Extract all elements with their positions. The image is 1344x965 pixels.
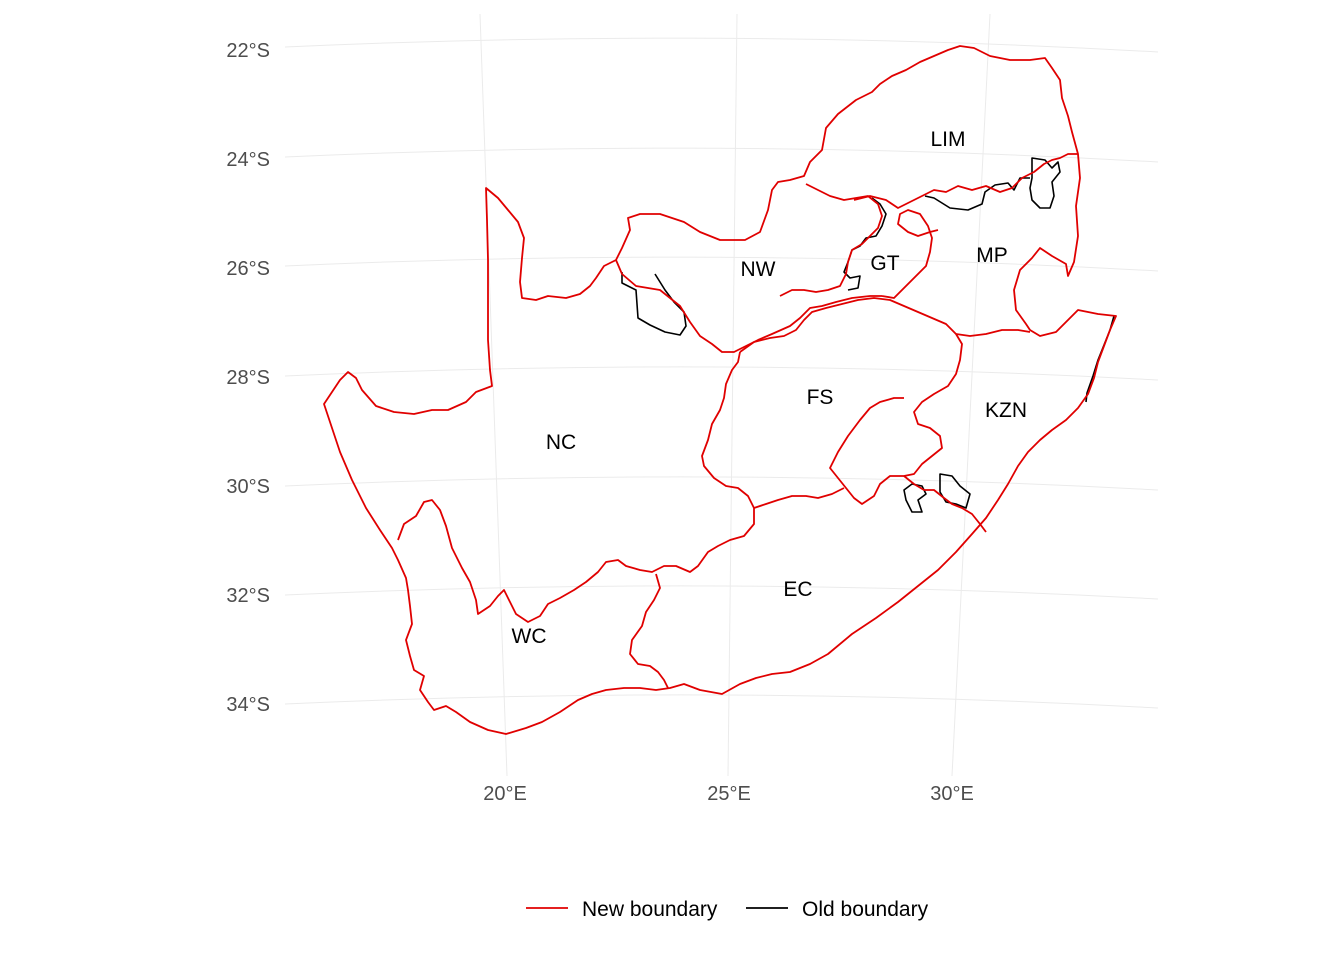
boundary-wc-ec (629, 573, 669, 689)
old-boundary-lim-mp (924, 177, 1030, 211)
lon-axis-labels: 20°E 25°E 30°E (483, 783, 974, 805)
boundary-nc-nw (615, 259, 882, 353)
legend: New boundary Old boundary (526, 898, 929, 921)
boundary-fs (739, 297, 963, 505)
region-label-nw: NW (741, 258, 776, 281)
boundary-kzn-ec (903, 475, 987, 533)
lat-axis-labels: 22°S 24°S 26°S 28°S 30°S 32°S 34°S (226, 40, 270, 716)
lat-tick-label: 34°S (226, 694, 270, 716)
legend-label-old: Old boundary (802, 898, 929, 921)
graticule (284, 13, 1159, 777)
lat-tick-label: 24°S (226, 149, 270, 171)
region-labels: LIM NW GT MP NC FS KZN EC WC (512, 128, 1028, 648)
boundary-lim-mp (853, 153, 1078, 209)
region-label-mp: MP (976, 244, 1008, 267)
gridline-lon-25 (727, 13, 738, 777)
old-boundaries (621, 157, 1115, 513)
gridline-lat-28 (284, 366, 1159, 381)
old-boundary-nw-nc (621, 272, 687, 336)
old-boundary-lim-mp-enclave (1029, 157, 1061, 209)
new-boundaries (323, 45, 1117, 735)
boundary-gt-mp (881, 209, 939, 299)
gridline-lat-26 (284, 256, 1159, 272)
boundary-nw-gt (779, 183, 883, 297)
region-label-ec: EC (783, 578, 812, 601)
boundary-nc-wc (397, 351, 755, 623)
gridline-lat-32 (284, 585, 1159, 600)
lat-tick-label: 26°S (226, 258, 270, 280)
gridline-lat-24 (284, 147, 1159, 163)
gridline-lon-20 (479, 13, 508, 777)
region-label-nc: NC (546, 431, 576, 454)
lon-tick-label: 25°E (707, 783, 751, 805)
country-outline (323, 45, 1117, 735)
gridline-lat-22 (284, 37, 1159, 53)
gridline-lat-30 (284, 476, 1159, 491)
gridline-lon-30 (951, 13, 991, 777)
region-label-wc: WC (512, 625, 547, 648)
legend-label-new: New boundary (582, 898, 718, 921)
region-label-gt: GT (870, 252, 899, 275)
lat-tick-label: 28°S (226, 367, 270, 389)
region-label-lim: LIM (930, 128, 965, 151)
lat-tick-label: 30°S (226, 476, 270, 498)
gridline-lat-34 (284, 694, 1159, 709)
lat-tick-label: 22°S (226, 40, 270, 62)
lon-tick-label: 30°E (930, 783, 974, 805)
region-label-kzn: KZN (985, 399, 1027, 422)
lat-tick-label: 32°S (226, 585, 270, 607)
lon-tick-label: 20°E (483, 783, 527, 805)
region-label-fs: FS (807, 386, 834, 409)
boundary-kzn-mp (955, 329, 1031, 337)
boundary-fs-ec (753, 487, 845, 509)
